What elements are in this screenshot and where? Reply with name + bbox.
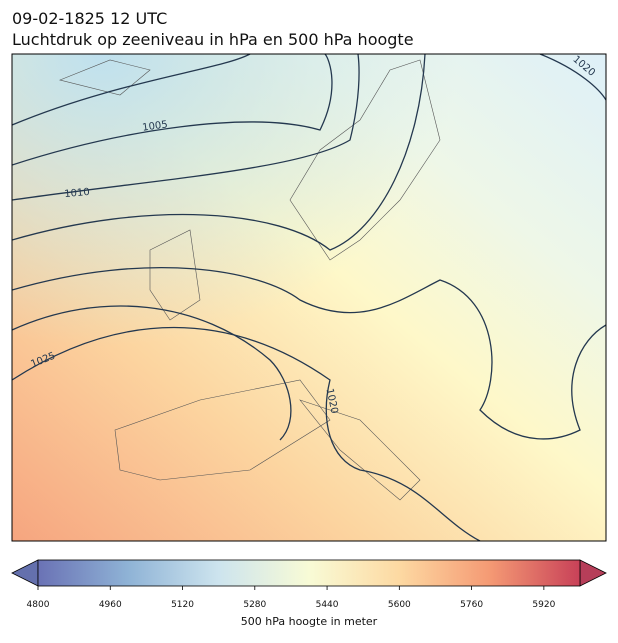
colorbar-extend-low <box>11 559 39 587</box>
isobar <box>539 54 606 101</box>
isobar <box>12 266 606 440</box>
subtitle: Luchtdruk op zeeniveau in hPa en 500 hPa… <box>12 30 414 49</box>
isobar <box>12 54 333 166</box>
colorbar-scale <box>37 559 581 587</box>
map-frame <box>11 53 607 542</box>
colorbar-tick-label: 5600 <box>388 600 411 610</box>
isobar-label: 1005 <box>142 119 169 133</box>
title: 09-02-1825 12 UTC <box>12 9 167 28</box>
colorbar-extend-high <box>579 559 607 587</box>
map-background-north <box>12 54 606 541</box>
colorbar-tick-label: 5920 <box>532 600 555 610</box>
colorbar-tick-label: 5760 <box>460 600 483 610</box>
colorbar-tick-label: 5440 <box>316 600 339 610</box>
coastlines <box>59 59 441 501</box>
isobar-label: 1010 <box>64 187 90 200</box>
isobar <box>12 326 481 541</box>
colorbar: 4800 4960 5120 5280 5440 5600 5760 5920 <box>11 559 607 610</box>
isobar <box>12 54 360 201</box>
isobar-label: 1020 <box>323 388 339 415</box>
isobar <box>12 54 251 126</box>
colorbar-tick-label: 5120 <box>171 600 194 610</box>
colorbar-label: 500 hPa hoogte in meter <box>241 615 378 628</box>
map: 1005 1010 1025 1020 1020 <box>12 54 606 541</box>
isobar <box>12 305 292 441</box>
isobar <box>12 54 426 251</box>
colorbar-tick-label: 4800 <box>27 600 50 610</box>
colorbar-tick-label: 5280 <box>243 600 266 610</box>
colorbar-tick-label: 4960 <box>99 600 122 610</box>
